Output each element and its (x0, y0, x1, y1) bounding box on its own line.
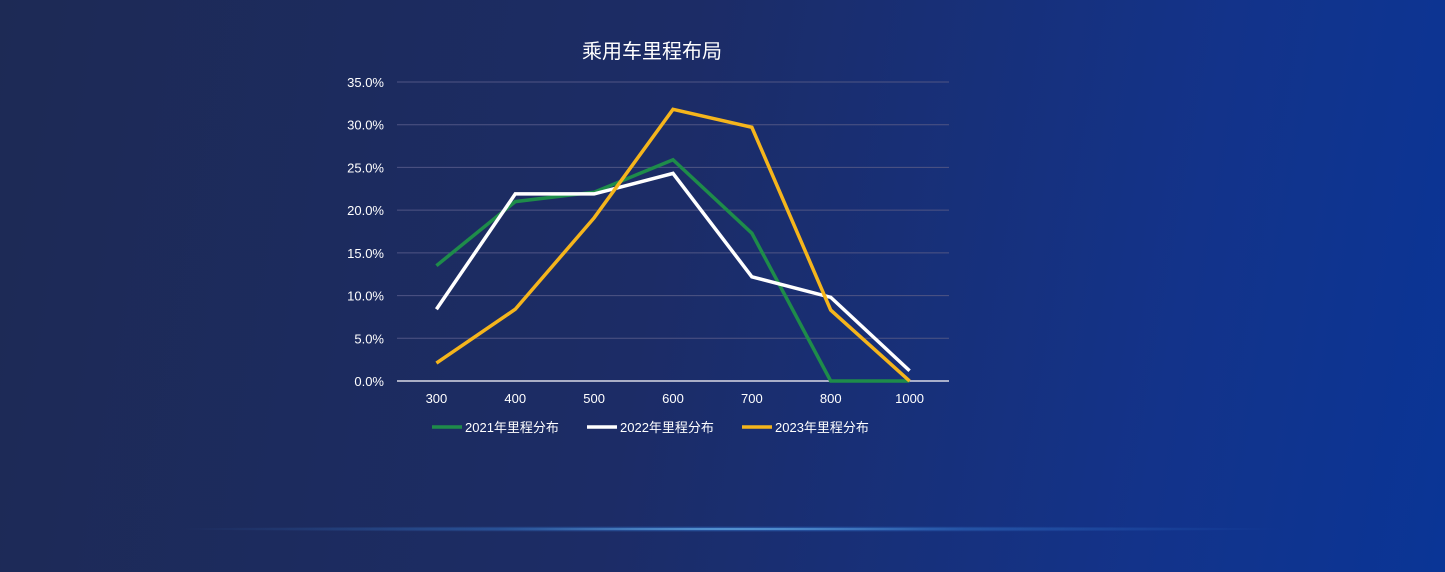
chart-title: 乘用车里程布局 (582, 40, 722, 63)
y-tick-label: 5.0% (354, 331, 384, 346)
decorative-glow-line (170, 526, 1290, 532)
legend-label: 2023年里程分布 (775, 420, 869, 435)
x-tick-label: 400 (504, 391, 526, 406)
x-tick-label: 500 (583, 391, 605, 406)
series-line-2 (434, 171, 911, 373)
y-tick-label: 20.0% (347, 203, 384, 218)
y-tick-label: 10.0% (347, 289, 384, 304)
y-tick-label: 35.0% (347, 75, 384, 90)
y-tick-label: 15.0% (347, 246, 384, 261)
x-tick-label: 600 (662, 391, 684, 406)
x-tick-label: 1000 (895, 391, 924, 406)
legend-label: 2021年里程分布 (465, 420, 559, 435)
legend-label: 2022年里程分布 (620, 420, 714, 435)
series-line-1 (435, 157, 910, 383)
x-tick-label: 800 (820, 391, 842, 406)
x-tick-label: 700 (741, 391, 763, 406)
y-tick-label: 0.0% (354, 374, 384, 389)
series-line-3 (435, 107, 911, 383)
x-tick-label: 300 (426, 391, 448, 406)
y-tick-label: 30.0% (347, 118, 384, 133)
y-tick-label: 25.0% (347, 160, 384, 175)
